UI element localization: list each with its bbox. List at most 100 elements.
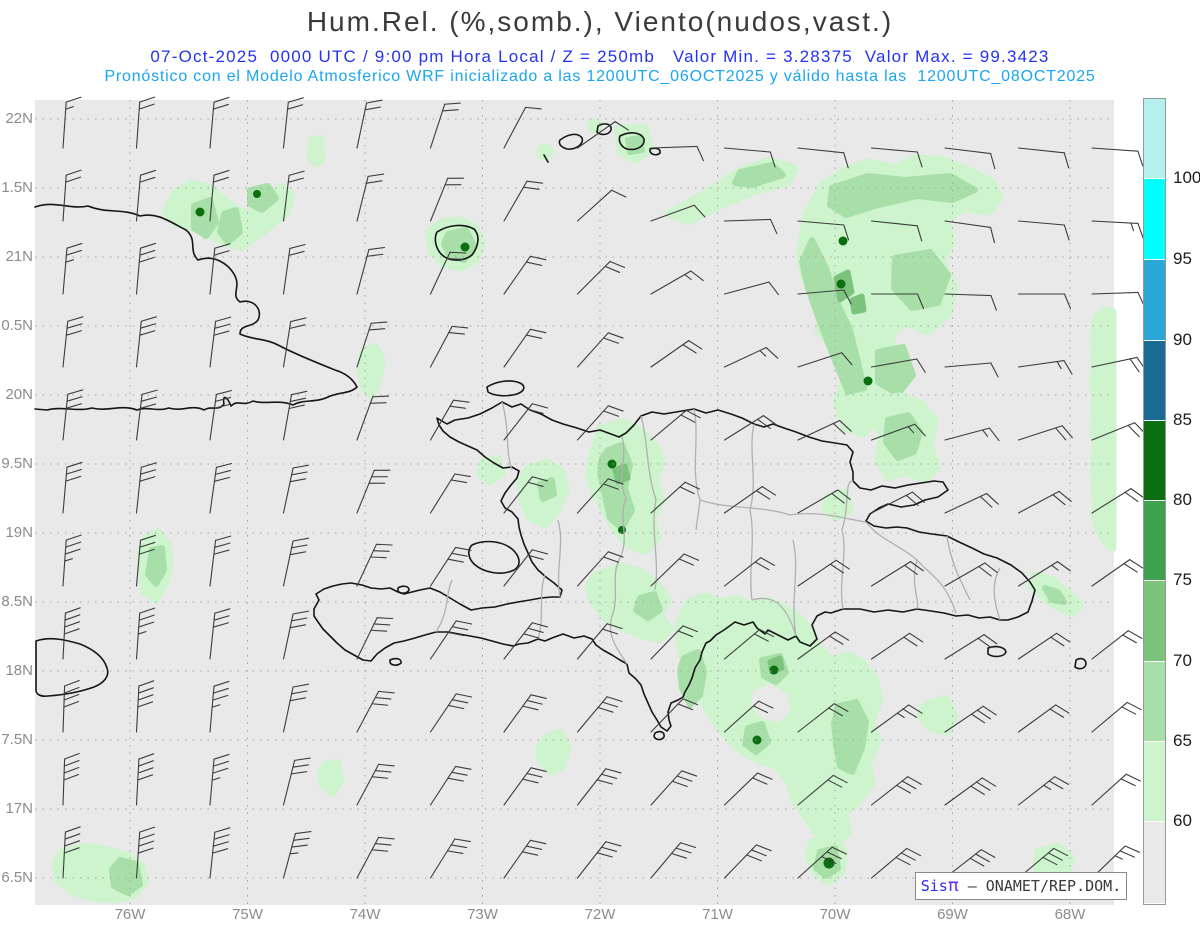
wind-barb <box>209 462 233 514</box>
colorbar-tick-label: 70 <box>1173 651 1192 670</box>
wind-barb <box>723 700 774 733</box>
wind-barb <box>1017 147 1070 169</box>
wind-barb <box>1017 293 1072 310</box>
wind-barb <box>356 395 389 441</box>
map-plot <box>34 96 1147 905</box>
colorbar-segment <box>1144 581 1165 662</box>
wind-barb <box>503 622 548 660</box>
wind-barb <box>429 325 469 368</box>
wind-barb <box>650 481 700 514</box>
wind-barb <box>503 549 548 587</box>
x-axis-label: 68W <box>1054 906 1086 923</box>
wind-barb <box>429 251 467 295</box>
wind-barb <box>944 427 1000 442</box>
province-borders <box>435 401 1001 665</box>
wind-barb <box>723 218 778 235</box>
wind-barb <box>723 486 776 514</box>
wind-barb <box>797 703 849 733</box>
wind-barb <box>650 553 700 587</box>
wind-barb <box>1017 776 1069 806</box>
wind-barb <box>356 763 395 806</box>
wind-barb <box>356 173 385 222</box>
wind-barb <box>429 693 473 733</box>
wind-barb <box>62 607 81 660</box>
humidity-shading <box>51 118 1117 904</box>
wind-barb <box>944 293 998 311</box>
credit-box: Sisπ – ONAMET/REP.DOM. <box>915 872 1127 900</box>
wind-barb <box>723 415 777 441</box>
wind-barb <box>62 752 80 806</box>
wind-barb <box>282 243 306 295</box>
y-axis-label: 8.5N <box>1 593 33 610</box>
caicos-islets <box>543 123 661 163</box>
wind-barb <box>503 767 547 806</box>
humidity-colorbar <box>1143 98 1166 905</box>
wind-barb <box>576 551 624 587</box>
wind-barb <box>870 293 925 310</box>
wind-barb <box>429 102 461 149</box>
y-axis-label: 6.5N <box>1 869 33 886</box>
wind-barb <box>944 777 997 806</box>
wind-barb <box>356 246 386 295</box>
y-axis-label: 1.5N <box>1 179 33 196</box>
wind-barb <box>1017 632 1071 660</box>
hispaniola-coastline <box>313 401 1036 732</box>
coastlines <box>34 123 1087 741</box>
wind-barb <box>356 690 395 733</box>
wind-barb <box>797 631 850 660</box>
wind-barb <box>282 830 312 879</box>
wind-barb <box>282 464 310 514</box>
wind-barb <box>870 220 923 242</box>
wind-barb <box>576 121 629 149</box>
wind-barb <box>723 772 773 806</box>
wind-barb <box>797 489 851 514</box>
wind-barb <box>282 170 305 222</box>
wind-barb <box>356 836 395 879</box>
wind-barb <box>1017 561 1071 587</box>
wind-barb <box>135 242 157 295</box>
wind-barb <box>429 177 464 222</box>
wind-barb <box>1091 630 1143 660</box>
wind-barb <box>429 765 472 806</box>
colorbar-tick-label: 90 <box>1173 330 1192 349</box>
wind-barb <box>650 204 706 222</box>
wind-barb <box>503 403 548 441</box>
wind-barb <box>209 96 230 149</box>
model-info-line: Pronóstico con el Modelo Atmosferico WRF… <box>104 68 1096 85</box>
y-axis-label: 9.5N <box>1 455 33 472</box>
wind-barb <box>135 96 156 149</box>
wind-barb <box>429 546 472 587</box>
wind-barb <box>429 838 471 879</box>
wind-barb <box>650 842 697 879</box>
wind-barb <box>650 145 705 162</box>
wind-barb <box>870 423 926 441</box>
wind-barb <box>723 147 776 168</box>
wind-barb <box>503 476 548 514</box>
wind-barb <box>723 844 772 879</box>
colorbar-tick-label: 75 <box>1173 570 1192 589</box>
wind-barb <box>797 289 852 305</box>
wind-barb <box>135 534 157 587</box>
wind-barb <box>282 97 304 149</box>
wind-barb <box>576 189 627 222</box>
wind-barb <box>282 610 310 660</box>
wind-barb <box>1091 488 1145 514</box>
wind-barb <box>62 461 83 514</box>
wind-barb <box>135 753 155 806</box>
wind-barb <box>1017 220 1070 241</box>
wind-barb <box>135 680 155 733</box>
wind-barb <box>797 846 847 879</box>
x-axis-label: 71W <box>702 906 733 923</box>
x-axis-label: 76W <box>114 906 146 923</box>
wind-barb <box>650 270 704 295</box>
wind-barb <box>797 147 849 169</box>
pi-symbol: π <box>947 875 959 896</box>
wind-barb <box>650 698 699 733</box>
wind-barb <box>62 316 84 368</box>
wind-barb <box>503 106 542 149</box>
wind-barb <box>62 169 82 222</box>
wind-barb <box>650 770 698 806</box>
wind-barb <box>723 628 775 660</box>
wind-barb <box>723 347 779 368</box>
wind-barb <box>135 826 156 879</box>
